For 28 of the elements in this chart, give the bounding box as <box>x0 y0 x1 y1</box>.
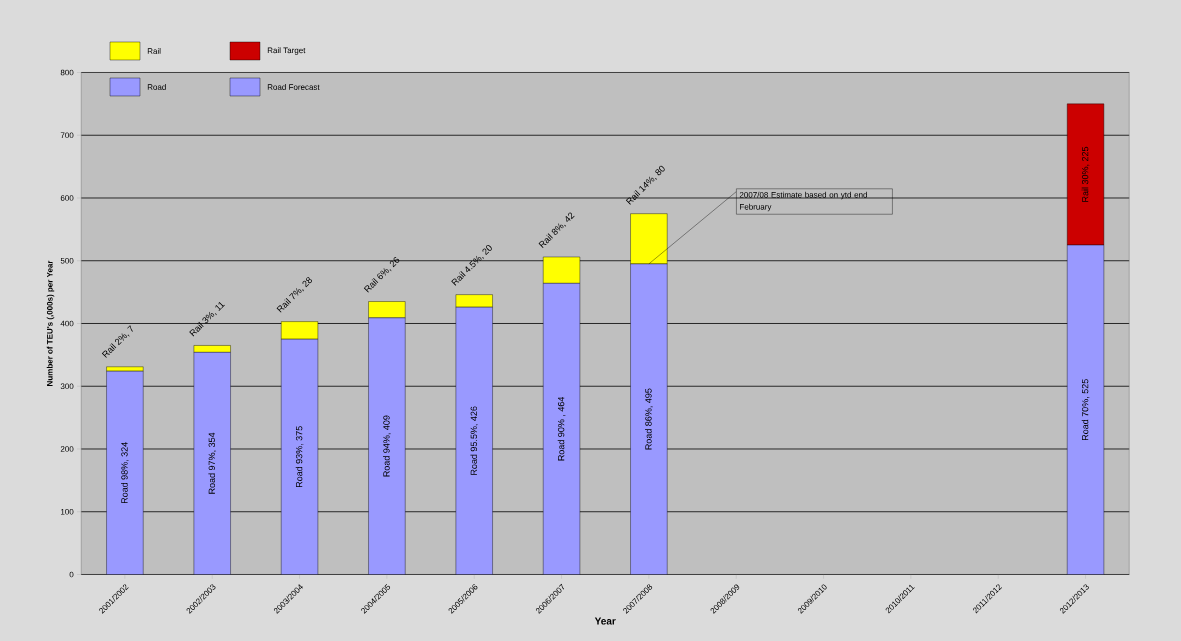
data-label: Road 94%, 409 <box>383 415 391 477</box>
y-tick-label: 400 <box>60 320 74 327</box>
legend-label: Road Forecast <box>267 84 320 90</box>
legend-label: Rail Target <box>267 47 306 55</box>
y-tick-label: 600 <box>60 195 74 201</box>
data-label: Road 93%, 375 <box>295 426 304 488</box>
data-label: Road 90% , 464 <box>557 396 566 461</box>
data-label: Road 97%, 354 <box>208 432 217 494</box>
x-axis-title: Year <box>594 617 616 625</box>
y-tick-label: 0 <box>69 571 74 578</box>
y-tick-label: 500 <box>60 257 74 264</box>
data-label: Road 70%, 525 <box>1081 379 1090 441</box>
data-label: Rail 2%, 7 <box>101 325 133 358</box>
y-axis-title: Number of TEU's (,000s) per Year <box>46 260 55 386</box>
data-label: Rail 14%, 80 <box>625 165 665 205</box>
annotation: 2007/08 Estimate based on ytd end February <box>739 191 867 212</box>
y-tick-label: 700 <box>60 132 74 139</box>
y-tick-label: 200 <box>60 446 74 452</box>
data-label: Rail 30%, 225 <box>1081 146 1090 202</box>
y-tick-label: 100 <box>61 508 74 515</box>
data-label: Road 86%, 495 <box>645 388 653 450</box>
legend-label: Rail <box>147 48 161 54</box>
data-label: Road 95.5%, 426 <box>470 406 479 475</box>
data-label: Road 98%, 324 <box>121 442 129 504</box>
y-tick-label: 800 <box>60 69 74 76</box>
data-label: Rail 7%, 28 <box>276 277 312 313</box>
y-tick-label: 300 <box>60 383 74 390</box>
legend-label: Road <box>147 84 166 90</box>
